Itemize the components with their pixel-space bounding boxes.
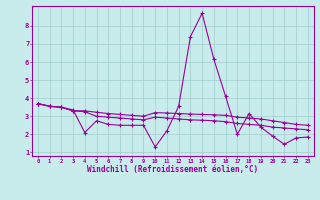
X-axis label: Windchill (Refroidissement éolien,°C): Windchill (Refroidissement éolien,°C) bbox=[87, 165, 258, 174]
